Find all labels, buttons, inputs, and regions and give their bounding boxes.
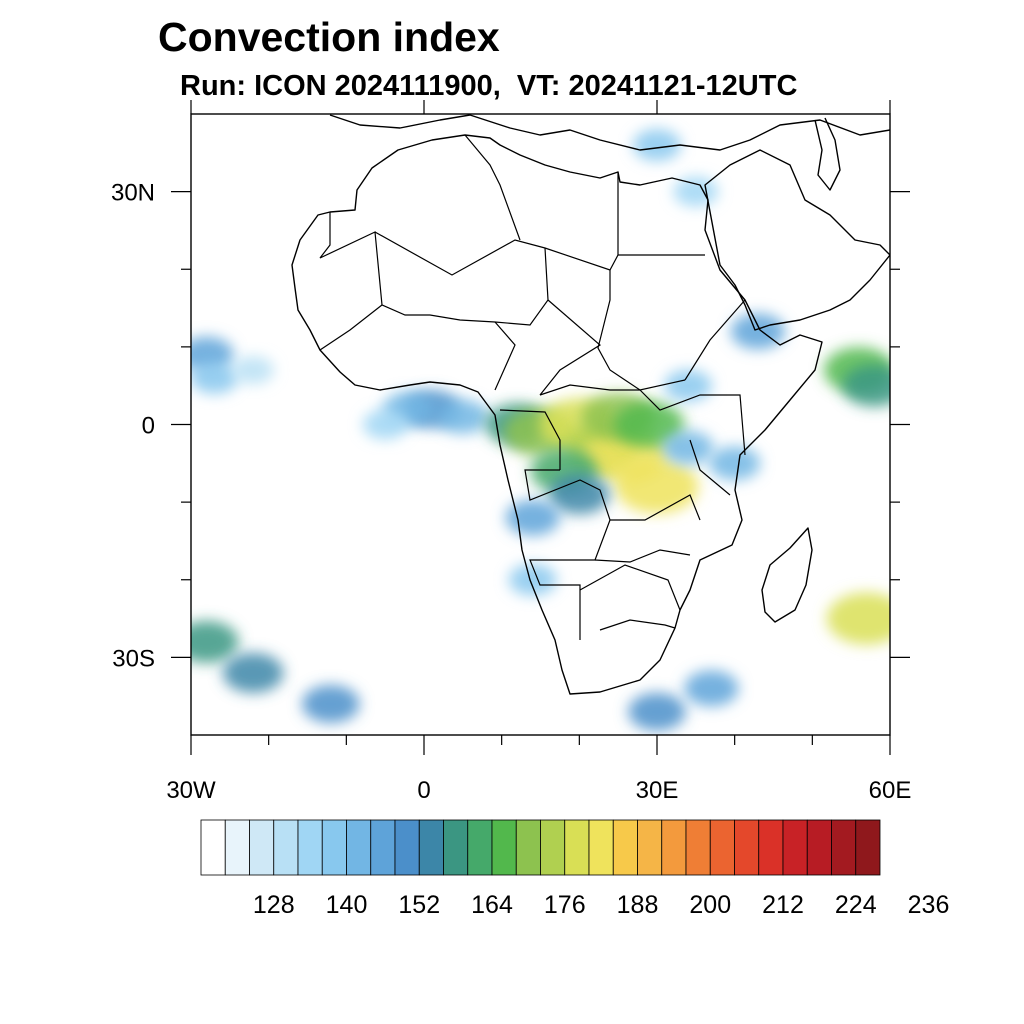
colorbar-swatch-17 [612, 819, 638, 876]
field-cell-30 [628, 692, 686, 731]
colorbar-label: 212 [762, 891, 804, 919]
caspian-coastline [814, 117, 841, 191]
colorbar-swatch-23 [758, 819, 784, 876]
colorbar-swatch-26 [831, 819, 857, 876]
colorbar-swatch-21 [709, 819, 735, 876]
lon-tick-label: 0 [417, 777, 430, 804]
colorbar-swatch-8 [394, 819, 420, 876]
europe-coastline [329, 114, 890, 151]
madagascar-coastline [761, 527, 813, 623]
colorbar-swatch-13 [515, 819, 541, 876]
map-subtitle: Run: ICON 2024111900, VT: 20241121-12UTC [180, 70, 798, 102]
map-title: Convection index [158, 14, 500, 60]
lat-tick-label: 30S [112, 645, 155, 672]
colorbar-swatch-6 [346, 819, 372, 876]
colorbar-swatch-14 [540, 819, 566, 876]
colorbar-swatch-19 [661, 819, 687, 876]
colorbar-label: 140 [326, 891, 368, 919]
lon-tick-label: 60E [869, 777, 912, 804]
colorbar-swatch-24 [782, 819, 808, 876]
colorbar-label: 176 [544, 891, 586, 919]
field-cell-14 [615, 459, 699, 514]
lat-tick-label: 30N [111, 180, 155, 207]
field-cell-18 [662, 430, 714, 465]
lon-tick-label: 30E [636, 777, 679, 804]
colorbar-label: 236 [908, 891, 950, 919]
colorbar-swatch-25 [806, 819, 832, 876]
colorbar-label: 188 [617, 891, 659, 919]
colorbar-swatch-9 [418, 819, 444, 876]
colorbar-label: 128 [253, 891, 295, 919]
arabia-coastline [704, 149, 890, 331]
colorbar-swatch-10 [443, 819, 469, 876]
colorbar-swatch-3 [273, 819, 299, 876]
colorbar-swatch-18 [637, 819, 663, 876]
colorbar-swatch-4 [297, 819, 323, 876]
field-cell-16 [548, 474, 610, 515]
colorbar-swatch-0 [200, 819, 226, 876]
colorbar-label: 224 [835, 891, 877, 919]
lon-tick-label: 30W [166, 777, 216, 804]
field-cell-29 [302, 684, 360, 723]
colorbar-swatch-11 [467, 819, 493, 876]
colorbar-label: 152 [398, 891, 440, 919]
colorbar-swatch-20 [685, 819, 711, 876]
field-cell-27 [191, 620, 239, 663]
field-cell-1 [191, 361, 239, 394]
field-cell-20 [709, 446, 761, 481]
africa-coastline [291, 134, 823, 695]
field-cell-5 [362, 409, 408, 440]
field-cell-6 [437, 399, 489, 434]
field-cell-19 [664, 369, 713, 402]
colorbar-label: 164 [471, 891, 513, 919]
field-cell-2 [232, 356, 274, 385]
country-borders [319, 134, 746, 640]
colorbar-swatch-7 [370, 819, 396, 876]
colorbar-swatch-5 [321, 819, 347, 876]
map-axis-labels: 30W 0 30E 60E 30N 0 30S [111, 180, 911, 804]
colorbar-swatch-15 [564, 819, 590, 876]
colorbar-swatch-22 [734, 819, 760, 876]
colorbar-swatch-12 [491, 819, 517, 876]
lat-tick-label: 0 [142, 413, 155, 440]
colorbar-swatch-1 [224, 819, 250, 876]
convection-field [191, 129, 890, 731]
field-cell-31 [684, 670, 739, 707]
colorbar-swatch-16 [588, 819, 614, 876]
coastlines [291, 114, 890, 695]
colorbar [200, 819, 881, 876]
colorbar-label: 200 [689, 891, 731, 919]
colorbar-labels: 128 140 152 164 176 188 200 212 224 236 [253, 891, 949, 919]
colorbar-swatch-2 [249, 819, 275, 876]
field-cell-24 [826, 592, 890, 645]
field-cell-13 [614, 401, 685, 448]
field-cell-28 [222, 652, 284, 693]
map-axes [171, 100, 910, 755]
field-cell-32 [508, 563, 557, 596]
field-cell-21 [730, 313, 786, 350]
field-cell-23 [842, 364, 890, 407]
field-cell-25 [633, 129, 681, 162]
field-cell-26 [673, 176, 719, 207]
colorbar-swatch-27 [855, 819, 881, 876]
